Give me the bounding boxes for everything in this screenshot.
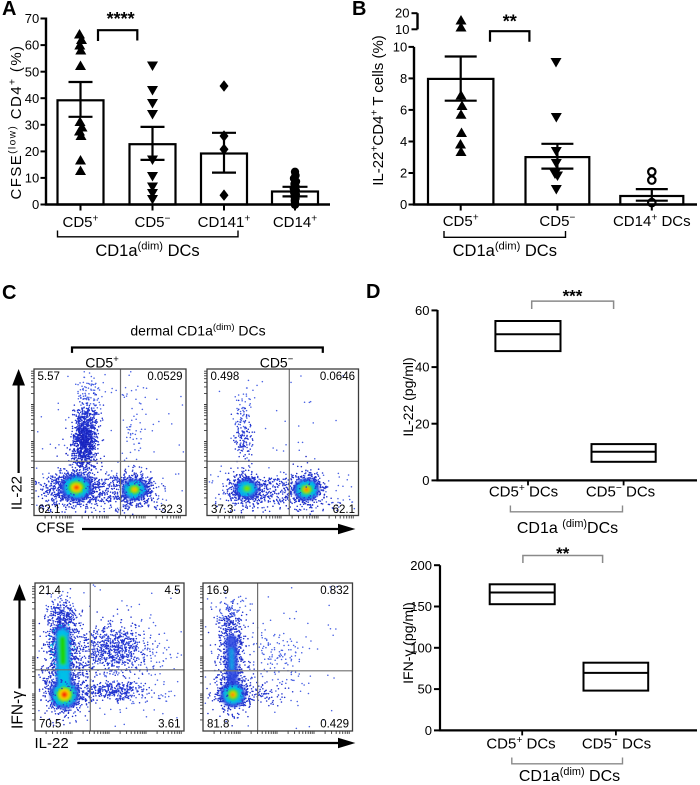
svg-text:10: 10 [393, 40, 407, 55]
svg-text:0: 0 [400, 197, 407, 212]
svg-text:CD5+​: CD5+​ [85, 354, 119, 370]
svg-text:CD5−​: CD5−​ [260, 354, 294, 370]
svg-text:0.0529: 0.0529 [147, 371, 182, 383]
svg-text:81.8: 81.8 [207, 719, 229, 731]
svg-text:**: ** [556, 544, 570, 563]
svg-text:62.1: 62.1 [333, 504, 355, 516]
svg-text:2: 2 [400, 166, 407, 181]
svg-text:CFSE(low)​ CD4+​ (%): CFSE(low)​ CD4+​ (%) [7, 45, 25, 200]
svg-text:CD5+​: CD5+​ [443, 212, 479, 230]
svg-text:CD14+​ DCs: CD14+​ DCs [613, 212, 691, 230]
svg-text:0.832: 0.832 [320, 585, 349, 597]
svg-text:37.3: 37.3 [211, 504, 233, 516]
svg-text:10: 10 [395, 22, 409, 37]
svg-text:**: ** [503, 12, 517, 32]
svg-text:CD5−​: CD5−​ [539, 212, 575, 230]
svg-text:30: 30 [25, 117, 39, 132]
svg-text:16.9: 16.9 [207, 585, 229, 597]
svg-text:60: 60 [415, 303, 429, 318]
svg-text:CD1a(dim)​ DCs: CD1a(dim)​ DCs [453, 241, 557, 260]
svg-text:0.0646: 0.0646 [320, 371, 355, 383]
svg-text:CD5+​ DCs: CD5+​ DCs [489, 483, 558, 501]
svg-text:IFN-γ: IFN-γ [10, 691, 27, 729]
svg-text:CD5+​: CD5+​ [63, 213, 99, 231]
svg-text:62.1: 62.1 [38, 504, 60, 516]
svg-text:IL-22+​CD4+​ T cells (%): IL-22+​CD4+​ T cells (%) [369, 35, 387, 186]
svg-text:CD5−​: CD5−​ [135, 213, 171, 231]
svg-text:****: **** [107, 9, 135, 29]
svg-text:3.61: 3.61 [158, 719, 180, 731]
svg-text:0: 0 [425, 723, 432, 738]
svg-text:dermal CD1a(dim)​ DCs: dermal CD1a(dim)​ DCs [130, 322, 265, 338]
svg-text:50: 50 [25, 64, 39, 79]
svg-text:CD1a (dim)​DCs: CD1a (dim)​DCs [517, 518, 618, 537]
svg-text:4: 4 [400, 134, 407, 149]
svg-text:***: *** [563, 287, 583, 306]
svg-text:C: C [2, 282, 16, 304]
svg-text:CD5+​ DCs: CD5+​ DCs [486, 735, 555, 753]
svg-text:CD1a(dim)​ DCs: CD1a(dim)​ DCs [95, 241, 199, 260]
svg-text:20: 20 [395, 6, 409, 21]
svg-text:0: 0 [422, 473, 429, 488]
svg-text:CD1a(dim)​ DCs: CD1a(dim)​ DCs [519, 766, 620, 785]
svg-text:200: 200 [410, 558, 432, 573]
svg-text:70.5: 70.5 [39, 719, 61, 731]
svg-text:10: 10 [25, 171, 39, 186]
svg-text:150: 150 [410, 599, 432, 614]
svg-text:IL-22: IL-22 [35, 735, 69, 752]
svg-text:5.57: 5.57 [38, 371, 60, 383]
svg-text:0.429: 0.429 [320, 719, 349, 731]
svg-text:IFN-γ (pg/ml): IFN-γ (pg/ml) [400, 602, 416, 684]
svg-text:8: 8 [400, 71, 407, 86]
svg-text:21.4: 21.4 [39, 585, 62, 597]
svg-text:60: 60 [25, 38, 39, 53]
svg-text:20: 20 [25, 144, 39, 159]
svg-text:40: 40 [415, 360, 429, 375]
svg-text:0: 0 [32, 197, 39, 212]
svg-text:70: 70 [25, 11, 39, 26]
svg-text:A: A [2, 0, 16, 20]
svg-text:B: B [352, 0, 366, 20]
svg-text:CD5−​ DCs: CD5−​ DCs [586, 483, 655, 501]
svg-text:IL-22: IL-22 [9, 476, 26, 510]
svg-text:100: 100 [410, 640, 432, 655]
svg-text:0.498: 0.498 [211, 371, 240, 383]
svg-text:32.3: 32.3 [160, 504, 182, 516]
svg-text:D: D [366, 281, 380, 303]
svg-text:CD141+​: CD141+​ [198, 213, 251, 231]
svg-text:50: 50 [418, 682, 432, 697]
svg-text:20: 20 [415, 416, 429, 431]
svg-text:CFSE: CFSE [36, 521, 75, 537]
svg-text:IL-22 (pg/ml): IL-22 (pg/ml) [400, 357, 416, 436]
svg-text:40: 40 [25, 91, 39, 106]
svg-text:CD14+​: CD14+​ [273, 213, 317, 231]
svg-text:4.5: 4.5 [165, 585, 181, 597]
svg-text:CD5−​ DCs: CD5−​ DCs [582, 735, 651, 753]
svg-text:6: 6 [400, 103, 407, 118]
